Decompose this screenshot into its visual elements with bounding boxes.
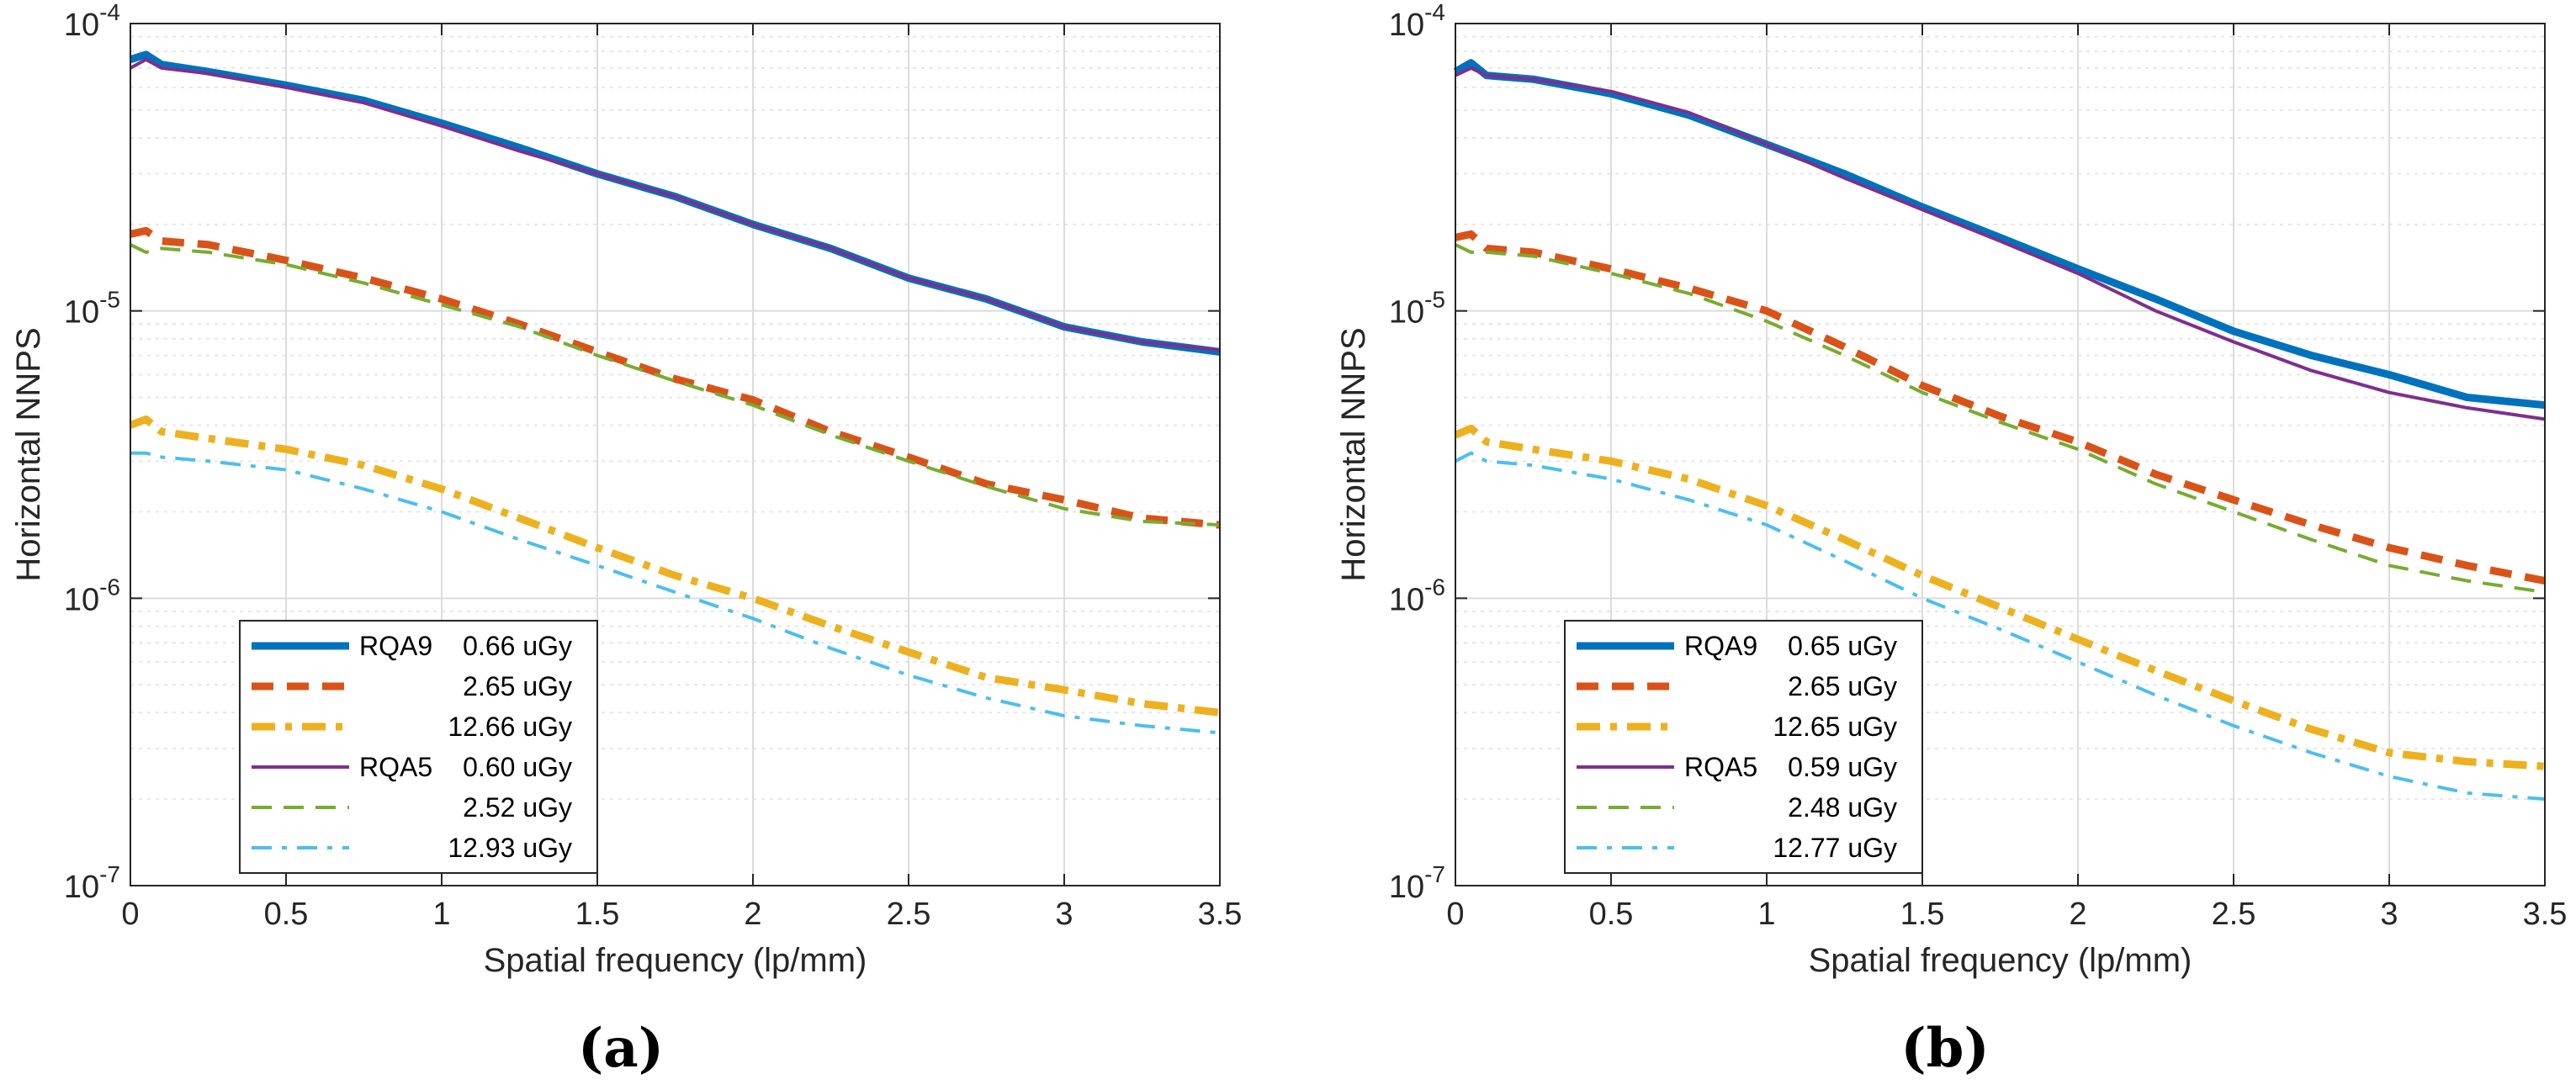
legend-dose-label: 0.60 uGy — [463, 752, 572, 782]
plot-area — [130, 23, 1221, 886]
x-tick-label: 0.5 — [264, 897, 309, 932]
x-tick-label: 1.5 — [575, 897, 620, 932]
x-tick-label: 2 — [744, 897, 761, 932]
panel-caption-b: (b) — [1900, 1017, 1989, 1080]
plot-area — [1455, 23, 2546, 886]
x-tick-label: 3 — [1055, 897, 1073, 932]
x-tick-label: 3.5 — [1198, 897, 1243, 932]
y-axis-label: Horizontal NNPS — [10, 327, 47, 581]
x-tick-label: 2.5 — [887, 897, 931, 932]
legend-beam-label: RQA5 — [1684, 752, 1757, 782]
series-line-1 — [129, 50, 1221, 356]
x-tick-label: 2.5 — [2212, 897, 2256, 932]
chart-panel-b: 0 0.5 1 1.5 2 2.5 3 3.5 10-7 10-6 10-5 10-4 Spatial … — [1335, 0, 2567, 979]
legend-beam-label: RQA9 — [359, 631, 432, 661]
x-axis-label: Spatial frequency (lp/mm) — [484, 942, 867, 979]
legend-dose-label: 12.66 uGy — [448, 712, 572, 742]
series-line-3 — [1454, 424, 2546, 770]
series-line-4 — [130, 57, 1221, 352]
legend-box — [1564, 620, 1923, 874]
x-tick-label: 3.5 — [2523, 897, 2568, 932]
x-tick-label: 1 — [432, 897, 450, 932]
y-tick-label: 10-7 — [64, 861, 120, 905]
legend-dose-label: 12.65 uGy — [1773, 712, 1897, 742]
y-tick-label: 10-5 — [1389, 287, 1445, 331]
y-tick-label: 10-6 — [1389, 574, 1445, 617]
y-tick-label: 10-4 — [1389, 0, 1445, 43]
legend-dose-label: 0.59 uGy — [1788, 752, 1897, 782]
legend-box — [239, 620, 598, 874]
legend-beam-label: RQA5 — [359, 752, 432, 782]
y-tick-label: 10-7 — [1389, 861, 1445, 905]
legend-dose-label: 2.65 uGy — [1788, 671, 1897, 701]
legend-dose-label: 12.77 uGy — [1773, 833, 1897, 863]
series-line-2 — [130, 226, 1221, 529]
x-tick-label: 1.5 — [1900, 897, 1945, 932]
legend-dose-label: 0.66 uGy — [463, 631, 572, 661]
series-line-1 — [1453, 59, 2546, 410]
x-tick-label: 0 — [121, 897, 139, 932]
x-tick-label: 0.5 — [1589, 897, 1634, 932]
x-tick-label: 1 — [1757, 897, 1775, 932]
legend-dose-label: 2.65 uGy — [463, 671, 572, 701]
x-tick-label: 3 — [2380, 897, 2398, 932]
x-tick-label: 0 — [1446, 897, 1464, 932]
series-line-6 — [1455, 451, 2546, 802]
series-line-2 — [1455, 230, 2546, 585]
series-line-5 — [1455, 243, 2546, 595]
x-axis-label: Spatial frequency (lp/mm) — [1809, 942, 2192, 979]
legend-dose-label: 12.93 uGy — [448, 833, 572, 863]
series-line-4 — [1455, 66, 2546, 421]
y-axis-label: Horizontal NNPS — [1335, 327, 1372, 581]
y-tick-label: 10-6 — [64, 574, 120, 617]
legend-dose-label: 0.65 uGy — [1788, 631, 1897, 661]
panel-caption-a: (a) — [578, 1017, 664, 1080]
y-tick-label: 10-5 — [64, 287, 120, 331]
series-line-6 — [130, 451, 1221, 735]
legend-dose-label: 2.48 uGy — [1788, 792, 1897, 823]
series-line-3 — [129, 415, 1221, 717]
x-tick-label: 2 — [2069, 897, 2086, 932]
legend-dose-label: 2.52 uGy — [463, 792, 572, 823]
chart-panel-a: 0 0.5 1 1.5 2 2.5 3 3.5 10-7 10-6 10-5 10-4 Spatial … — [10, 0, 1242, 979]
y-tick-label: 10-4 — [64, 0, 120, 43]
legend-beam-label: RQA9 — [1684, 631, 1757, 661]
series-line-5 — [130, 243, 1221, 527]
